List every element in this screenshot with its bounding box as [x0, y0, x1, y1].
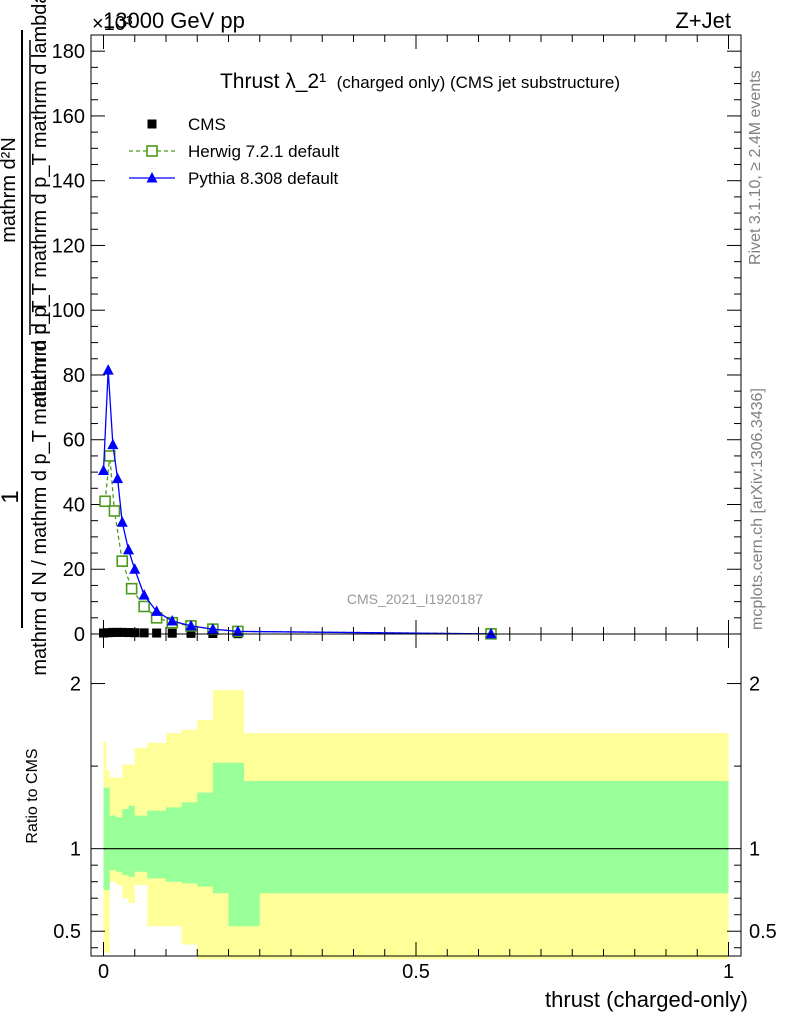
- pythia-8-308-default-point: [129, 563, 141, 574]
- ratio-y-tick-label: 2: [70, 674, 81, 696]
- main-y-tick-label: 20: [63, 559, 85, 581]
- x-tick-label: 1: [723, 961, 734, 983]
- cms-point: [113, 627, 123, 637]
- herwig-7-2-1-default-point: [138, 600, 150, 613]
- pythia-8-308-default-point: [138, 589, 150, 600]
- main-series-layer: [98, 364, 497, 640]
- main-y-tick-label: 80: [63, 365, 85, 387]
- cms-point: [124, 628, 133, 638]
- main-y-tick-label: 60: [63, 430, 85, 452]
- main-y-tick-label: 100: [52, 300, 85, 322]
- cms-point: [103, 628, 113, 638]
- pythia-8-308-default-point: [485, 627, 497, 639]
- herwig-7-2-1-default-point: [108, 505, 121, 517]
- pythia-8-308-default-point: [123, 543, 134, 555]
- main-y-tick-label: 160: [52, 106, 85, 128]
- cms-point: [139, 628, 149, 638]
- ratio-plot-panel: 0.5 0.5 1 1 2 2 0 0.5 1: [53, 633, 777, 983]
- ylabel-denominator-1: mathrm d p_T mathrm d p_T mathrm d lambd…: [29, 0, 51, 407]
- analysis-watermark: CMS_2021_I1920187: [347, 591, 483, 607]
- ylabel-numerator: mathrm d²N: [0, 137, 20, 243]
- herwig-7-2-1-default-point: [103, 450, 116, 462]
- header-exponent: ×10³: [92, 13, 133, 35]
- pythia-8-308-default-line: [102, 370, 492, 635]
- cms-point: [167, 628, 177, 638]
- cms-point: [152, 628, 162, 638]
- pythia-8-308-default-point: [107, 438, 119, 450]
- cms-point: [108, 627, 118, 637]
- legend: CMS Herwig 7.2.1 default Pythia 8.308 defa…: [129, 115, 339, 188]
- legend-marker-pythia-8-308-default: [146, 172, 158, 183]
- ratio-y-tick-label-right: 2: [749, 674, 760, 696]
- main-y-tick-label: 40: [63, 494, 85, 516]
- legend-marker-cms: [147, 119, 157, 129]
- ratio-bands-layer: [103, 690, 729, 960]
- ylabel-one: 1: [0, 490, 24, 503]
- main-plot-panel: 0 20 40 60 80 100 120 140 160 180: [52, 34, 742, 646]
- chart-title-suffix: (charged only) (CMS jet substructure): [337, 73, 620, 92]
- header-process: Z+Jet: [675, 8, 731, 33]
- ratio-y-tick-label-right: 1: [749, 839, 760, 861]
- main-y-tick-label: 120: [52, 235, 85, 257]
- legend-label-cms: CMS: [188, 115, 226, 134]
- main-y-tick-label: 180: [52, 41, 85, 63]
- pythia-8-308-default-point: [232, 625, 244, 636]
- herwig-7-2-1-default-line: [104, 455, 492, 635]
- pythia-8-308-default-point: [116, 516, 128, 527]
- pythia-8-308-default-point: [112, 472, 124, 484]
- x-axis-label: thrust (charged-only): [545, 987, 748, 1012]
- main-y-tick-label: 0: [74, 624, 85, 646]
- main-axis-ticks: 0 20 40 60 80 100 120 140 160 180: [52, 34, 741, 646]
- ratio-y-tick-label: 0.5: [53, 921, 81, 943]
- x-tick-label: 0.5: [402, 961, 430, 983]
- pythia-8-308-default-point: [151, 605, 163, 616]
- cms-point: [99, 628, 108, 638]
- cms-point: [186, 628, 196, 638]
- herwig-7-2-1-default-point: [125, 582, 138, 595]
- pythia-8-308-default-point: [207, 623, 219, 634]
- pythia-8-308-default-point: [185, 619, 197, 631]
- ratio-axis-ticks: 0.5 0.5 1 1 2 2 0 0.5 1: [53, 634, 777, 983]
- main-y-tick-label: 140: [52, 171, 85, 193]
- pythia-8-308-default-point: [166, 615, 178, 626]
- ratio-y-tick-label-right: 0.5: [749, 921, 777, 943]
- pythia-8-308-default-point: [102, 364, 114, 375]
- legend-label-pythia-8-308-default: Pythia 8.308 default: [188, 169, 339, 188]
- cms-point: [130, 628, 140, 638]
- header-energy: 13000 GeV pp: [103, 8, 245, 33]
- ratio-inner-uncertainty-band: [103, 762, 729, 927]
- herwig-7-2-1-default-point: [116, 555, 129, 567]
- herwig-7-2-1-default-point: [99, 495, 111, 508]
- legend-label-herwig-7-2-1-default: Herwig 7.2.1 default: [188, 142, 339, 161]
- legend-marker-herwig-7-2-1-default: [146, 145, 158, 157]
- mcplots-label: mcplots.cern.ch [arXiv:1306.3436]: [749, 388, 766, 630]
- pythia-8-308-default-point: [98, 464, 109, 475]
- cms-point: [117, 627, 127, 637]
- rivet-label: Rivet 3.1.10, ≥ 2.4M events: [747, 70, 764, 265]
- ratio-ylabel: Ratio to CMS: [24, 748, 41, 843]
- ylabel-denominator-2: mathrm d N / mathrm d p_T mathrm d p_T: [29, 300, 51, 675]
- chart-title-main: Thrust λ_2¹: [220, 70, 326, 93]
- chart-title: Thrust λ_2¹ (charged only) (CMS jet subs…: [220, 70, 620, 93]
- ratio-y-tick-label: 1: [70, 839, 81, 861]
- x-tick-label: 0: [98, 961, 109, 983]
